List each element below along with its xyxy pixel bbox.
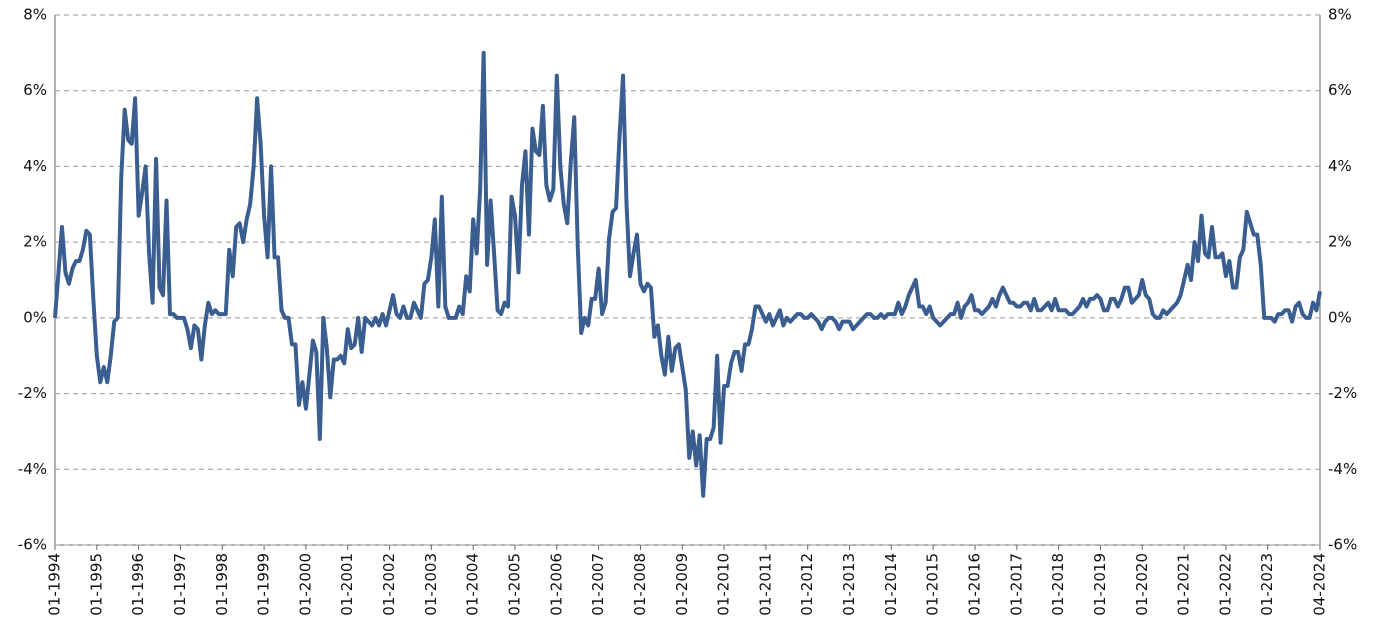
data-line	[53, 50, 1322, 498]
x-tick-label: 01-2005	[506, 553, 524, 616]
x-tick-label: 01-2018	[1049, 553, 1067, 616]
x-tick-label: 01-2023	[1258, 553, 1276, 616]
x-tick-label: 01-2006	[547, 553, 565, 616]
y-tick-label: 8%	[23, 6, 47, 24]
y2-tick-label: 2%	[1328, 233, 1352, 251]
x-tick-label: 01-2002	[380, 553, 398, 616]
x-tick-label: 01-2004	[464, 553, 482, 616]
x-tick-label: 01-2020	[1133, 553, 1151, 616]
x-tick-label: 01-2001	[338, 553, 356, 616]
y2-tick-label: 4%	[1328, 157, 1352, 175]
x-tick-label: 01-1994	[46, 553, 64, 616]
x-tick-label: 01-1999	[255, 553, 273, 616]
y-tick-label: -4%	[18, 460, 47, 478]
y2-tick-label: 8%	[1328, 6, 1352, 24]
x-tick-label: 01-2000	[296, 553, 314, 616]
x-tick-label: 01-2003	[422, 553, 440, 616]
x-tick-label: 01-2010	[715, 553, 733, 616]
x-tick-label: 01-2008	[631, 553, 649, 616]
x-tick-label: 01-2007	[589, 553, 607, 616]
x-tick-label: 01-2013	[840, 553, 858, 616]
x-tick-label: 01-2015	[924, 553, 942, 616]
y2-tick-label: 0%	[1328, 308, 1352, 326]
y2-tick-label: -6%	[1328, 536, 1357, 554]
y-tick-label: 6%	[23, 81, 47, 99]
y2-tick-label: 6%	[1328, 81, 1352, 99]
x-tick-label: 01-2017	[1007, 553, 1025, 616]
x-tick-label: 01-1995	[87, 553, 105, 616]
x-tick-label: 01-2012	[798, 553, 816, 616]
x-tick-label: 01-2011	[756, 553, 774, 616]
y2-tick-label: -4%	[1328, 460, 1357, 478]
x-tick-label: 04-2024	[1311, 553, 1329, 616]
x-tick-label: 01-1996	[129, 553, 147, 616]
x-tick-label: 01-2019	[1091, 553, 1109, 616]
x-tick-label: 01-1998	[213, 553, 231, 616]
y-tick-label: 4%	[23, 157, 47, 175]
y-tick-label: 0%	[23, 308, 47, 326]
y-tick-label: -6%	[18, 536, 47, 554]
x-tick-label: 01-2021	[1175, 553, 1193, 616]
y-tick-label: -2%	[18, 384, 47, 402]
y-tick-label: 2%	[23, 233, 47, 251]
x-tick-label: 01-1997	[171, 553, 189, 616]
x-tick-label: 01-2014	[882, 553, 900, 616]
x-tick-label: 01-2022	[1216, 553, 1234, 616]
x-tick-label: 01-2009	[673, 553, 691, 616]
y2-tick-label: -2%	[1328, 384, 1357, 402]
x-tick-label: 01-2016	[966, 553, 984, 616]
